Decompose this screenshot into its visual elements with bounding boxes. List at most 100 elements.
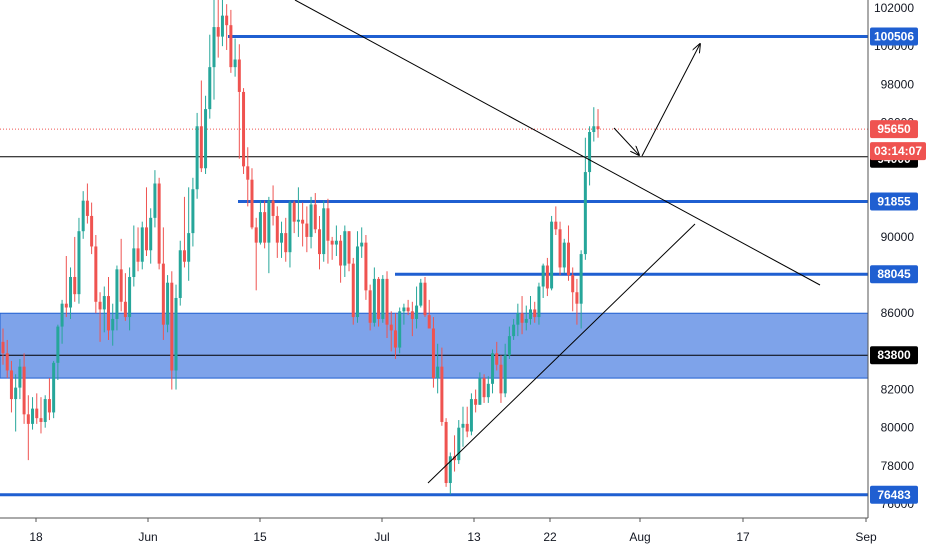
candle-body[interactable] xyxy=(161,263,165,325)
candle-body[interactable] xyxy=(457,427,461,461)
candle-body[interactable] xyxy=(465,423,469,432)
candle-body[interactable] xyxy=(402,307,406,312)
candle-body[interactable] xyxy=(128,276,132,318)
candle-body[interactable] xyxy=(182,250,186,262)
candle-body[interactable] xyxy=(102,296,106,310)
candle-body[interactable] xyxy=(385,278,389,325)
candle-body[interactable] xyxy=(267,200,271,243)
candle-body[interactable] xyxy=(187,233,191,262)
candle-body[interactable] xyxy=(588,132,592,173)
candle-body[interactable] xyxy=(39,418,43,422)
candle-body[interactable] xyxy=(313,204,317,230)
candle-body[interactable] xyxy=(503,355,507,394)
candle-body[interactable] xyxy=(212,27,216,68)
candle-body[interactable] xyxy=(533,309,537,318)
candle-body[interactable] xyxy=(389,324,393,331)
candle-body[interactable] xyxy=(166,282,170,325)
candle-body[interactable] xyxy=(77,231,81,295)
candle-body[interactable] xyxy=(554,221,558,230)
candle-body[interactable] xyxy=(368,290,372,323)
candle-body[interactable] xyxy=(436,366,440,379)
candle-body[interactable] xyxy=(149,217,153,251)
candle-body[interactable] xyxy=(309,204,313,237)
candle-body[interactable] xyxy=(596,126,600,130)
candle-body[interactable] xyxy=(562,242,566,268)
candle-body[interactable] xyxy=(216,27,220,37)
candle-body[interactable] xyxy=(123,301,127,318)
candle-body[interactable] xyxy=(52,362,56,413)
support-trendline[interactable] xyxy=(427,223,696,484)
candle-body[interactable] xyxy=(516,313,520,325)
candle-body[interactable] xyxy=(360,242,364,247)
candle-body[interactable] xyxy=(178,250,182,298)
candle-body[interactable] xyxy=(491,353,495,384)
candle-body[interactable] xyxy=(398,311,402,348)
candle-body[interactable] xyxy=(26,414,30,424)
candle-body[interactable] xyxy=(60,303,64,327)
candle-body[interactable] xyxy=(43,399,47,422)
candle-body[interactable] xyxy=(474,399,478,405)
candle-body[interactable] xyxy=(372,278,376,323)
candle-body[interactable] xyxy=(292,202,296,222)
candle-body[interactable] xyxy=(199,126,203,169)
candle-body[interactable] xyxy=(520,313,524,323)
candle-body[interactable] xyxy=(579,254,583,304)
candle-body[interactable] xyxy=(271,200,275,216)
candle-body[interactable] xyxy=(566,242,570,276)
candle-body[interactable] xyxy=(254,227,258,243)
candle-body[interactable] xyxy=(73,276,77,295)
candle-body[interactable] xyxy=(170,282,174,371)
candle-body[interactable] xyxy=(18,366,22,388)
candle-body[interactable] xyxy=(415,305,419,319)
candle-body[interactable] xyxy=(583,172,587,255)
candle-body[interactable] xyxy=(330,240,334,245)
candle-body[interactable] xyxy=(545,265,549,289)
candle-body[interactable] xyxy=(288,202,292,253)
candle-body[interactable] xyxy=(347,231,351,264)
candle-body[interactable] xyxy=(381,278,385,319)
candle-body[interactable] xyxy=(495,353,499,365)
candle-body[interactable] xyxy=(351,263,355,318)
candle-body[interactable] xyxy=(191,189,195,234)
candle-body[interactable] xyxy=(482,378,486,398)
candle-body[interactable] xyxy=(9,370,13,400)
candle-body[interactable] xyxy=(204,109,208,169)
candle-body[interactable] xyxy=(301,219,305,224)
candle-body[interactable] xyxy=(343,231,347,266)
candle-body[interactable] xyxy=(419,282,423,306)
candle-body[interactable] xyxy=(94,246,98,302)
candle-body[interactable] xyxy=(318,229,321,255)
candle-body[interactable] xyxy=(469,399,473,432)
candle-body[interactable] xyxy=(322,208,326,255)
candle-body[interactable] xyxy=(107,296,110,331)
candle-body[interactable] xyxy=(136,248,140,262)
candle-body[interactable] xyxy=(427,315,431,329)
candle-body[interactable] xyxy=(35,408,39,419)
candle-body[interactable] xyxy=(550,221,554,289)
candle-body[interactable] xyxy=(144,227,148,251)
candle-body[interactable] xyxy=(263,212,267,243)
candle-body[interactable] xyxy=(246,166,250,180)
candle-body[interactable] xyxy=(22,366,26,415)
candle-body[interactable] xyxy=(453,456,457,461)
candle-body[interactable] xyxy=(393,330,397,348)
candle-body[interactable] xyxy=(537,286,541,318)
candle-body[interactable] xyxy=(431,328,435,379)
candle-body[interactable] xyxy=(355,246,359,318)
candle-body[interactable] xyxy=(208,67,212,110)
resistance-trendline[interactable] xyxy=(294,0,821,286)
projection-arrow-down[interactable] xyxy=(613,127,639,155)
candle-body[interactable] xyxy=(250,179,254,228)
candle-body[interactable] xyxy=(56,326,60,363)
candle-body[interactable] xyxy=(140,227,144,262)
candle-body[interactable] xyxy=(81,200,85,232)
candle-body[interactable] xyxy=(132,248,136,277)
candle-body[interactable] xyxy=(305,223,309,237)
candle-body[interactable] xyxy=(98,301,102,310)
candle-body[interactable] xyxy=(448,456,452,484)
candle-body[interactable] xyxy=(296,219,300,222)
candle-body[interactable] xyxy=(153,183,157,218)
candle-body[interactable] xyxy=(377,278,381,319)
candle-body[interactable] xyxy=(406,307,410,312)
